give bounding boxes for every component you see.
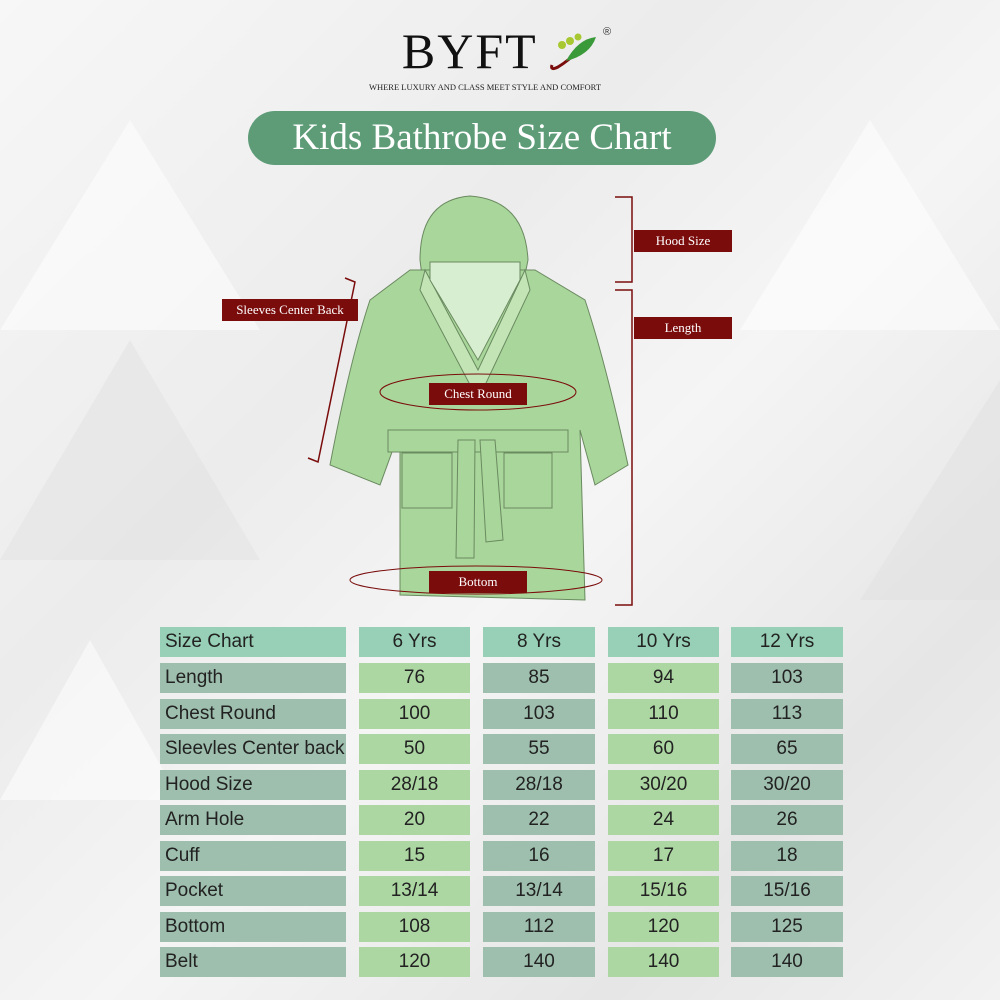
table-cell: 100	[359, 698, 470, 729]
table-cell: 16	[483, 840, 595, 871]
table-cell: 13/14	[483, 876, 595, 906]
table-cell: 15/16	[731, 876, 843, 906]
table-cell: 94	[608, 663, 719, 693]
table-cell: 103	[731, 663, 843, 693]
table-cell: 28/18	[483, 769, 595, 800]
table-cell: 112	[483, 911, 595, 942]
registered-mark: ®	[603, 26, 612, 38]
table-cell: 140	[731, 947, 843, 977]
table-cell: 108	[359, 911, 470, 942]
table-cell: 22	[483, 805, 595, 835]
table-row-label: Sleevles Center back	[160, 734, 346, 764]
table-row-label: Arm Hole	[160, 805, 346, 835]
label-length: Length	[634, 317, 732, 339]
table-cell: 60	[608, 734, 719, 764]
table-cell: 20	[359, 805, 470, 835]
table-cell: 125	[731, 911, 843, 942]
table-cell: 24	[608, 805, 719, 835]
table-cell: 85	[483, 663, 595, 693]
table-cell: 30/20	[731, 769, 843, 800]
table-row-label: Belt	[160, 947, 346, 977]
table-cell: 113	[731, 698, 843, 729]
label-sleeves: Sleeves Center Back	[222, 299, 358, 321]
table-cell: 26	[731, 805, 843, 835]
table-cell: 18	[731, 840, 843, 871]
table-row-label: Cuff	[160, 840, 346, 871]
table-cell: 28/18	[359, 769, 470, 800]
brand-logo: BYFT ®	[0, 22, 1000, 80]
table-cell: 120	[359, 947, 470, 977]
table-row-label: Bottom	[160, 911, 346, 942]
table-cell: 50	[359, 734, 470, 764]
table-cell: 30/20	[608, 769, 719, 800]
table-cell: 120	[608, 911, 719, 942]
page-title: Kids Bathrobe Size Chart	[248, 111, 716, 165]
table-header-size: 6 Yrs	[359, 627, 470, 657]
table-header-label: Size Chart	[160, 627, 346, 657]
table-cell: 110	[608, 698, 719, 729]
tagline: WHERE LUXURY AND CLASS MEET STYLE AND CO…	[368, 82, 602, 92]
table-row-label: Hood Size	[160, 769, 346, 800]
leaf-icon	[550, 33, 597, 71]
table-cell: 140	[483, 947, 595, 977]
label-hood-size: Hood Size	[634, 230, 732, 252]
brand-name: BYFT	[401, 23, 538, 79]
table-cell: 140	[608, 947, 719, 977]
table-cell: 17	[608, 840, 719, 871]
label-chest-round: Chest Round	[429, 383, 527, 405]
label-bottom: Bottom	[429, 571, 527, 593]
table-cell: 15	[359, 840, 470, 871]
table-cell: 55	[483, 734, 595, 764]
table-cell: 103	[483, 698, 595, 729]
table-header-size: 12 Yrs	[731, 627, 843, 657]
bathrobe-illustration	[307, 195, 633, 606]
table-header-size: 8 Yrs	[483, 627, 595, 657]
table-row-label: Pocket	[160, 876, 346, 906]
table-cell: 65	[731, 734, 843, 764]
table-cell: 13/14	[359, 876, 470, 906]
table-cell: 15/16	[608, 876, 719, 906]
table-cell: 76	[359, 663, 470, 693]
table-header-size: 10 Yrs	[608, 627, 719, 657]
table-row-label: Chest Round	[160, 698, 346, 729]
table-row-label: Length	[160, 663, 346, 693]
